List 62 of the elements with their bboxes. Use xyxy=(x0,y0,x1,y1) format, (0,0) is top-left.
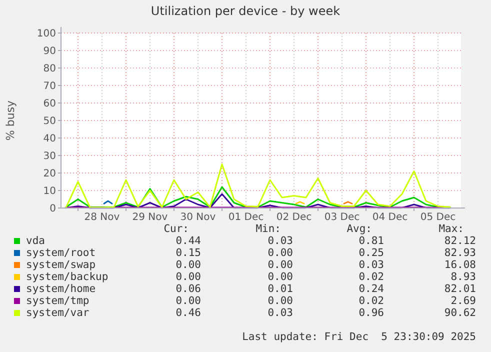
legend-label: system/root xyxy=(26,247,96,259)
y-tick-label: 70 xyxy=(43,81,56,92)
x-tick-label: 28 Nov xyxy=(84,212,120,223)
y-tick-label: 60 xyxy=(43,98,56,110)
text: 0.02 xyxy=(358,295,384,307)
y-tick-label: 40 xyxy=(43,134,56,144)
text: 2.69 xyxy=(450,295,476,307)
y-tick-label: 20 xyxy=(43,168,56,180)
text: 0.25 xyxy=(358,247,384,259)
y-tick-label: 80 xyxy=(43,64,56,74)
text: 0.15 xyxy=(176,247,201,259)
text: 16.08 xyxy=(444,259,476,271)
text: 0.00 xyxy=(268,247,293,259)
text: 0.24 xyxy=(358,283,384,295)
y-tick-label: 50 xyxy=(43,116,56,127)
legend-label: vda xyxy=(26,235,45,247)
y-tick-label: 90 xyxy=(43,46,56,57)
legend-label: system/tmp xyxy=(26,295,90,307)
y-tick-label: 10 xyxy=(43,186,56,197)
text: 0.46 xyxy=(176,307,201,319)
y-axis-title: % busy xyxy=(4,100,17,141)
legend-label: system/var xyxy=(26,307,90,319)
y-tick-label: 0 xyxy=(50,204,56,214)
text: 0.00 xyxy=(176,295,201,307)
text: Cur: xyxy=(164,223,189,235)
text: Max: xyxy=(438,223,464,235)
text: 0.03 xyxy=(268,307,293,319)
text: 8.93 xyxy=(450,271,476,283)
text: 0.96 xyxy=(358,307,384,319)
text: Last update: Fri Dec 5 23:30:09 2025 xyxy=(242,331,476,343)
text: 0.00 xyxy=(176,271,201,283)
legend-label: system/backup xyxy=(26,271,108,283)
x-tick-label: 03 Dec xyxy=(324,212,360,223)
chart-title: Utilization per device - by week xyxy=(150,4,340,18)
text: 0.03 xyxy=(358,259,384,271)
text: 0.02 xyxy=(358,271,384,283)
text: 0.00 xyxy=(268,271,293,283)
text: 0.03 xyxy=(268,235,293,247)
y-tick-label: 30 xyxy=(43,151,56,162)
text: 0.00 xyxy=(268,259,293,271)
text: 0.00 xyxy=(176,259,201,271)
legend-label: system/swap xyxy=(26,259,96,271)
y-tick-label: 100 xyxy=(36,28,56,40)
x-tick-label: 01 Dec xyxy=(228,212,264,223)
line-series xyxy=(65,164,451,208)
text: 0.01 xyxy=(268,283,293,295)
text: Min: xyxy=(256,223,281,235)
text: 0.44 xyxy=(176,235,201,247)
text: 0.06 xyxy=(176,283,201,295)
text: Avg: xyxy=(346,223,372,235)
x-tick-label: 02 Dec xyxy=(276,212,312,223)
legend-label: system/home xyxy=(26,283,96,295)
text: 0.00 xyxy=(268,295,293,307)
text: 90.62 xyxy=(444,307,476,319)
text: 0.81 xyxy=(358,235,384,247)
text: 82.01 xyxy=(444,283,476,295)
text: 82.93 xyxy=(444,247,476,259)
x-tick-label: 05 Dec xyxy=(420,212,456,223)
x-tick-label: 29 Nov xyxy=(132,212,168,223)
x-tick-label: 04 Dec xyxy=(372,212,408,223)
x-tick-label: 30 Nov xyxy=(180,212,216,223)
text: 82.12 xyxy=(444,235,476,247)
